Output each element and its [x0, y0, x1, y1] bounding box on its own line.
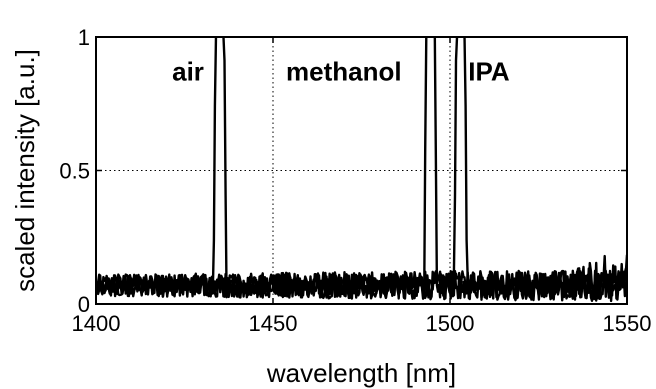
plot-area — [96, 37, 627, 303]
annotation-IPA: IPA — [468, 57, 510, 87]
x-tick-label-2: 1500 — [426, 311, 475, 336]
peak-annotations: air methanol IPA — [172, 57, 510, 87]
x-axis-label: wavelength [nm] — [266, 358, 456, 388]
annotation-air: air — [172, 57, 204, 87]
y-tick-label-2: 1 — [78, 25, 90, 50]
x-tick-label-1: 1450 — [249, 311, 298, 336]
annotation-methanol: methanol — [286, 57, 402, 87]
y-tick-label-0: 0 — [78, 292, 90, 317]
x-tick-label-0: 1400 — [72, 311, 121, 336]
tick-labels: 1400 1450 1500 1550 0 0.5 1 — [59, 25, 651, 336]
x-tick-label-3: 1550 — [603, 311, 652, 336]
y-axis-label: scaled intensity [a.u.] — [10, 49, 40, 292]
axis-ticks — [95, 36, 628, 305]
y-tick-label-1: 0.5 — [59, 159, 90, 184]
grid-lines — [96, 37, 627, 304]
series-line-IPA — [96, 37, 627, 303]
